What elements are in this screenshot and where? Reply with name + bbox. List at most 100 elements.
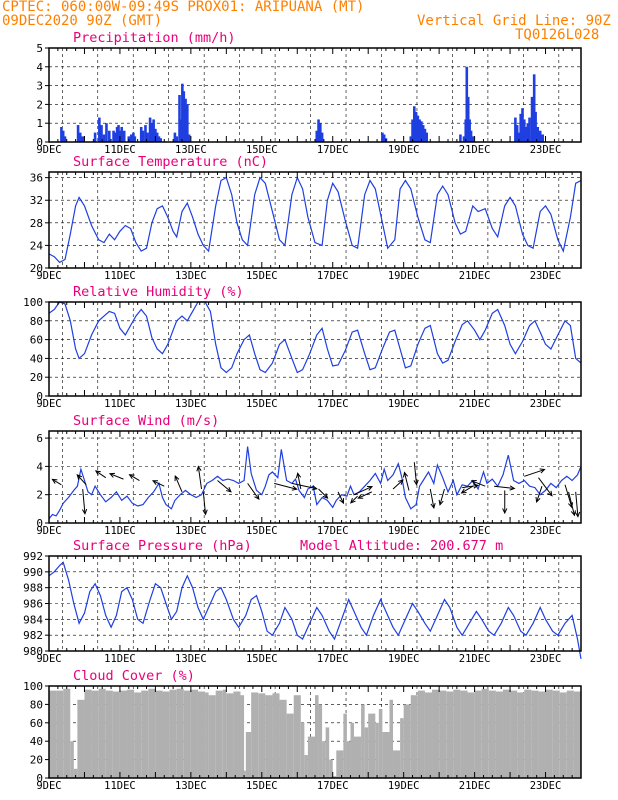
x-tick-label: 15DEC: [246, 144, 278, 156]
cloud-bar: [265, 695, 273, 778]
cloud-bar: [304, 755, 308, 778]
cloud-bar: [336, 750, 344, 778]
x-tick-label: 17DEC: [317, 144, 349, 156]
precip-bar: [538, 130, 542, 142]
cloud-bar: [258, 693, 266, 778]
y-tick-label: 24: [30, 239, 44, 252]
cloud-bar: [446, 691, 454, 778]
precip-bar: [319, 123, 322, 142]
cloud-bar: [176, 688, 184, 778]
wind-arrow: [109, 473, 124, 480]
wind-arrow-head: [254, 494, 260, 501]
precip-bar: [148, 117, 152, 142]
cloud-bar: [346, 741, 351, 778]
cloud-bar: [552, 690, 560, 778]
precip-bar: [468, 119, 471, 142]
precip-bar: [154, 128, 157, 142]
x-tick-label: 19DEC: [388, 780, 420, 792]
cloud-bar: [393, 750, 401, 778]
x-tick-label: 13DEC: [175, 144, 207, 156]
precip-bar: [522, 119, 526, 142]
cloud-bar: [322, 741, 326, 778]
x-tick-label: 13DEC: [175, 653, 207, 665]
x-tick-label: 9DEC: [36, 653, 61, 665]
cloud-bar: [155, 690, 163, 778]
cloud-bar: [403, 704, 411, 778]
precip-bar: [414, 111, 418, 142]
cloud-bar: [460, 690, 468, 778]
precip-bar: [157, 136, 161, 142]
wind-arrow-head: [547, 490, 553, 497]
series-line: [48, 175, 582, 264]
y-tick-label: 2: [36, 489, 43, 502]
y-tick-label: 4: [36, 460, 43, 473]
x-tick-label: 15DEC: [246, 270, 278, 282]
header-date: 09DEC2020 90Z (GMT): [2, 13, 163, 29]
wind-arrow-head: [570, 510, 576, 517]
header-line1: CPTEC: 060:00W-09:49S PROX01: ARIPUANA (…: [2, 0, 365, 15]
precip-bar: [418, 119, 421, 142]
y-tick-label: 60: [30, 717, 43, 730]
x-tick-label: 19DEC: [388, 653, 420, 665]
wind-arrow: [575, 491, 579, 517]
cloud-bar: [169, 689, 177, 778]
y-tick-label: 982: [23, 629, 43, 642]
precip-bar: [186, 104, 189, 142]
precip-bar: [541, 134, 544, 142]
precip-bar: [514, 117, 517, 142]
cloud-bar: [307, 736, 315, 778]
y-tick-label: 0: [36, 390, 43, 403]
cloud-bar: [112, 691, 120, 778]
series-line: [48, 446, 582, 520]
wind-arrow: [568, 491, 575, 516]
y-tick-label: 28: [30, 217, 43, 230]
precip-bar: [382, 134, 386, 142]
y-tick-label: 984: [23, 613, 43, 626]
wind-arrow: [439, 488, 445, 505]
cloud-bar: [222, 689, 227, 778]
wind-arrow-head: [413, 479, 419, 486]
wind-arrow: [174, 475, 183, 493]
wind-arrow-head: [535, 496, 541, 504]
cloud-bar: [215, 690, 223, 778]
y-tick-label: 4: [36, 61, 43, 74]
wind-arrow: [358, 491, 372, 499]
x-tick-label: 9DEC: [36, 525, 61, 537]
precip-bar: [179, 119, 183, 142]
cloud-bar: [226, 693, 234, 778]
wind-arrow-head: [509, 485, 516, 491]
precip-bar: [120, 126, 124, 142]
cloud-bar: [343, 713, 347, 778]
cloud-bar: [77, 699, 85, 778]
panel-title: Surface Wind (m/s): [73, 413, 219, 429]
precip-bar: [129, 134, 133, 142]
cloud-bar: [315, 695, 319, 778]
wind-arrow: [247, 483, 260, 500]
wind-arrow-head: [76, 474, 83, 480]
precip-bar: [425, 132, 429, 142]
precip-bar: [117, 125, 120, 142]
cloud-bar: [559, 692, 567, 778]
header-run-id: TQ0126L028: [515, 27, 600, 43]
precip-bar: [413, 106, 416, 142]
precip-bar: [526, 123, 530, 142]
panel-3: [45, 430, 582, 524]
wind-arrow-head: [291, 485, 298, 491]
cloud-bar: [119, 690, 128, 778]
wind-arrow: [429, 488, 435, 509]
wind-arrow: [461, 485, 474, 494]
wind-arrow-head: [81, 508, 88, 515]
cloud-bar: [70, 741, 74, 778]
wind-arrow-head: [402, 471, 409, 478]
precip-bar: [409, 136, 413, 142]
cloud-bar: [233, 691, 241, 778]
y-tick-label: 0: [36, 772, 43, 785]
x-tick-label: 15DEC: [246, 398, 278, 410]
panel-2: [45, 301, 582, 397]
wind-arrow-head: [174, 475, 180, 482]
panel-title: Surface Pressure (hPa): [73, 538, 252, 554]
x-tick-label: 11DEC: [104, 398, 136, 410]
precip-bar: [150, 123, 154, 142]
precip-bar: [155, 132, 159, 142]
panel-0: [45, 47, 582, 143]
